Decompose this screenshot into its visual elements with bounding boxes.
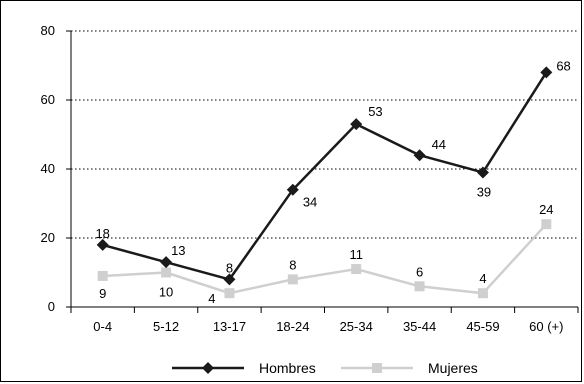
legend-label-hombres: Hombres [259,360,316,376]
point-mujeres-13-17 [224,288,235,299]
point-mujeres-0-4 [97,270,108,281]
point-hombres-13-17 [223,273,236,286]
series-line-hombres [102,71,548,281]
data-label-hombres-5-12: 13 [171,243,185,258]
data-label-hombres-18-24: 34 [303,195,317,210]
point-mujeres-45-59 [477,288,488,299]
y-tick-label-20: 20 [41,230,55,245]
data-label-hombres-45-59: 39 [477,184,491,199]
legend-label-mujeres: Mujeres [428,360,478,376]
series-layer [96,66,553,299]
point-mujeres-18-24 [287,274,298,285]
point-hombres-25-34 [350,118,363,131]
data-label-mujeres-35-44: 6 [416,264,423,279]
data-label-hombres-0-4: 18 [95,226,109,241]
data-label-hombres-13-17: 8 [226,260,233,275]
y-tick-label-0: 0 [48,299,55,314]
point-hombres-0-4 [96,238,109,251]
x-tick-label-45-59: 45-59 [466,319,499,334]
x-tick-label-25-34: 25-34 [340,319,373,334]
x-tick-label-60 (+): 60 (+) [529,319,563,334]
legend: Hombres Mujeres [172,360,478,376]
point-mujeres-25-34 [351,264,362,275]
data-label-mujeres-25-34: 11 [349,247,363,262]
x-tick-label-13-17: 13-17 [213,319,246,334]
x-tick-label-0-4: 0-4 [93,319,112,334]
data-labels: 18 13 8 34 53 44 39 68 9 10 4 8 11 6 4 24 [95,58,570,306]
point-mujeres-35-44 [414,281,425,292]
point-hombres-5-12 [160,256,173,269]
y-tick-label-40: 40 [41,161,55,176]
legend-marker-hombres [202,362,214,374]
point-mujeres-60 (+) [541,219,552,230]
y-tick-label-80: 80 [41,23,55,38]
data-label-mujeres-0-4: 9 [99,286,106,301]
data-label-hombres-25-34: 53 [368,104,382,119]
data-label-hombres-60 (+): 68 [556,58,570,73]
data-label-hombres-35-44: 44 [432,137,446,152]
data-label-mujeres-45-59: 4 [479,271,486,286]
point-hombres-18-24 [286,183,299,196]
point-mujeres-5-12 [161,267,172,278]
data-label-mujeres-60 (+): 24 [539,202,553,217]
y-tick-label-60: 60 [41,92,55,107]
axes: 0 20 40 60 80 0-4 5-12 13-17 18-24 25-34 35-44 45-5… [41,23,579,334]
x-tick-label-35-44: 35-44 [403,319,436,334]
x-tick-label-5-12: 5-12 [153,319,179,334]
data-label-mujeres-5-12: 10 [159,285,173,300]
point-hombres-60 (+) [540,66,553,79]
legend-marker-mujeres [372,363,382,373]
series-line-mujeres [102,223,548,295]
point-hombres-45-59 [476,166,489,179]
data-label-mujeres-18-24: 8 [289,257,296,272]
data-label-mujeres-13-17: 4 [208,291,215,306]
gridlines [71,30,578,239]
x-tick-label-18-24: 18-24 [276,319,309,334]
point-hombres-35-44 [413,149,426,162]
